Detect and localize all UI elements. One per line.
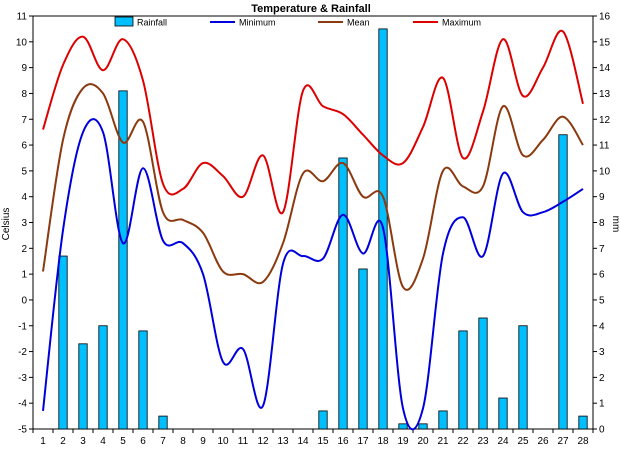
y-right-tick-label: 11: [599, 141, 610, 152]
y-right-tick-label: 1: [599, 399, 605, 410]
x-tick-label: 2: [60, 436, 66, 447]
y-left-tick-label: -5: [18, 425, 27, 436]
x-tick-label: 15: [317, 436, 329, 447]
temperature-lines: [42, 29, 584, 431]
rainfall-bar: [158, 415, 168, 430]
x-tick-label: 22: [457, 436, 469, 447]
rainfall-bar: [138, 330, 148, 430]
y-axis-left-label: Celsius: [1, 208, 12, 241]
legend-label-rainfall: Rainfall: [137, 18, 167, 28]
y-right-tick-label: 8: [599, 218, 605, 229]
x-tick-label: 12: [257, 436, 269, 447]
rainfall-bar: [558, 134, 568, 430]
axes: -5-4-3-2-1012345678910110123456789101112…: [16, 12, 611, 448]
rainfall-bar: [498, 397, 508, 430]
y-right-tick-label: 4: [599, 321, 605, 332]
rainfall-bars: [58, 28, 588, 430]
x-tick-label: 18: [377, 436, 389, 447]
x-tick-label: 9: [200, 436, 206, 447]
series-line-mean: [42, 83, 584, 291]
x-tick-label: 27: [557, 436, 569, 447]
y-right-tick-label: 6: [599, 270, 605, 281]
rainfall-bar: [358, 268, 368, 430]
x-tick-label: 10: [217, 436, 229, 447]
y-right-tick-label: 5: [599, 295, 605, 306]
legend-label-maximum: Maximum: [442, 18, 481, 28]
x-tick-label: 7: [160, 436, 166, 447]
y-left-tick-label: -3: [18, 373, 27, 384]
x-tick-label: 21: [437, 436, 449, 447]
rainfall-bar: [578, 415, 588, 430]
y-right-tick-label: 9: [599, 192, 605, 203]
y-left-tick-label: 3: [21, 218, 27, 229]
rainfall-bar: [438, 410, 448, 430]
y-left-tick-label: -2: [18, 347, 27, 358]
legend-label-minimum: Minimum: [239, 18, 276, 28]
rainfall-bar: [418, 423, 428, 430]
series-line-maximum: [42, 29, 584, 215]
rainfall-bar: [518, 325, 528, 430]
legend: Rainfall Minimum Mean Maximum: [114, 16, 481, 28]
x-tick-label: 24: [497, 436, 509, 447]
rainfall-bar: [398, 423, 408, 430]
y-left-tick-label: 6: [21, 141, 27, 152]
y-right-tick-label: 12: [599, 115, 611, 126]
chart-title: Temperature & Rainfall: [251, 3, 371, 15]
y-left-tick-label: 2: [21, 244, 27, 255]
y-right-tick-label: 2: [599, 373, 605, 384]
rainfall-bar: [478, 317, 488, 430]
y-right-tick-label: 13: [599, 89, 611, 100]
x-tick-label: 20: [417, 436, 429, 447]
x-tick-label: 5: [120, 436, 126, 447]
y-left-tick-label: 1: [21, 270, 27, 281]
y-left-tick-label: -4: [18, 399, 27, 410]
y-right-tick-label: 10: [599, 166, 611, 177]
y-left-tick-label: 9: [21, 63, 27, 74]
y-left-tick-label: 5: [21, 166, 27, 177]
y-right-tick-label: 0: [599, 425, 605, 436]
x-tick-label: 3: [80, 436, 86, 447]
x-tick-label: 1: [40, 436, 46, 447]
rainfall-bar: [118, 90, 128, 430]
y-left-tick-label: 10: [16, 37, 28, 48]
x-tick-label: 26: [537, 436, 549, 447]
y-right-tick-label: 14: [599, 63, 611, 74]
y-left-tick-label: 4: [21, 192, 27, 203]
rainfall-bar: [98, 325, 108, 430]
y-left-tick-label: 7: [21, 115, 27, 126]
x-tick-label: 19: [397, 436, 409, 447]
x-tick-label: 17: [357, 436, 369, 447]
y-axis-right-label: mm: [610, 216, 621, 233]
y-right-tick-label: 7: [599, 244, 605, 255]
series-line-minimum: [42, 118, 584, 431]
x-tick-label: 23: [477, 436, 489, 447]
y-right-tick-label: 15: [599, 37, 611, 48]
legend-swatch-rainfall: [114, 16, 134, 27]
x-tick-label: 11: [238, 436, 249, 447]
rainfall-bar: [458, 330, 468, 430]
y-left-tick-label: 0: [21, 295, 27, 306]
rainfall-bar: [78, 343, 88, 430]
legend-label-mean: Mean: [347, 18, 370, 28]
x-tick-label: 6: [140, 436, 146, 447]
y-right-tick-label: 3: [599, 347, 605, 358]
y-left-tick-label: -1: [18, 321, 27, 332]
x-tick-label: 28: [577, 436, 589, 447]
y-right-tick-label: 16: [599, 12, 611, 23]
x-tick-label: 13: [277, 436, 289, 447]
x-tick-label: 16: [337, 436, 349, 447]
x-tick-label: 14: [297, 436, 309, 447]
rainfall-bar: [338, 157, 348, 430]
rainfall-bar: [318, 410, 328, 430]
x-tick-label: 25: [517, 436, 529, 447]
x-tick-label: 8: [180, 436, 186, 447]
y-left-tick-label: 8: [21, 89, 27, 100]
x-tick-label: 4: [100, 436, 106, 447]
y-left-tick-label: 11: [17, 12, 28, 23]
rainfall-bar: [58, 255, 68, 430]
